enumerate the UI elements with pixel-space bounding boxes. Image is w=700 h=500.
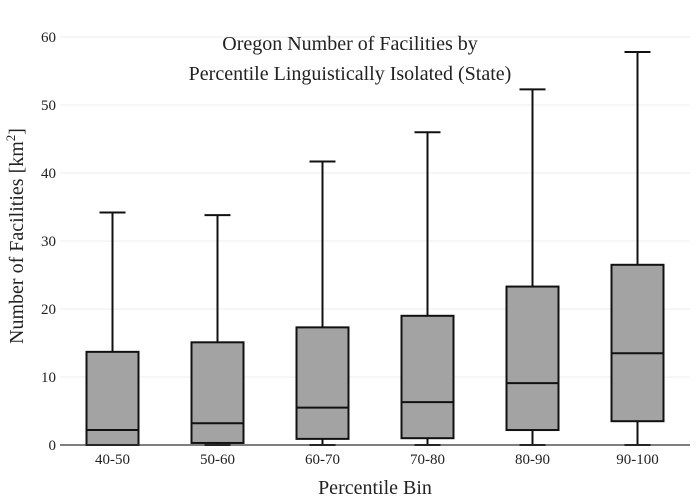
box-iqr bbox=[295, 326, 350, 440]
box-iqr bbox=[505, 285, 560, 432]
chart-title-line-1: Oregon Number of Facilities by bbox=[222, 33, 478, 55]
y-tick-label: 20 bbox=[41, 302, 56, 318]
box-layer bbox=[85, 50, 665, 446]
y-axis-title-close: ] bbox=[6, 128, 28, 135]
x-tick-labels: 40-50 50-60 60-70 70-80 80-90 90-100 bbox=[95, 452, 659, 468]
y-tick-label: 0 bbox=[49, 438, 57, 454]
y-tick-label: 60 bbox=[41, 30, 56, 46]
y-axis-title-main: Number of Facilities [km bbox=[6, 141, 28, 344]
box-group bbox=[610, 50, 665, 446]
box-iqr bbox=[400, 314, 455, 440]
box-group bbox=[85, 211, 140, 446]
box-group bbox=[505, 88, 560, 446]
box-group bbox=[400, 131, 455, 446]
y-axis-title: Number of Facilities [km2] bbox=[3, 128, 28, 344]
x-tick-label: 80-90 bbox=[515, 452, 550, 468]
grid-layer bbox=[60, 36, 690, 378]
x-tick-label: 70-80 bbox=[410, 452, 445, 468]
y-tick-label: 30 bbox=[41, 234, 56, 250]
box-iqr bbox=[190, 341, 245, 444]
x-tick-label: 60-70 bbox=[305, 452, 340, 468]
x-tick-label: 50-60 bbox=[200, 452, 235, 468]
chart-title-line-2: Percentile Linguistically Isolated (Stat… bbox=[189, 63, 512, 85]
x-axis-title: Percentile Bin bbox=[318, 477, 432, 499]
x-tick-label: 40-50 bbox=[95, 452, 130, 468]
box-group bbox=[295, 160, 350, 446]
y-tick-label: 50 bbox=[41, 98, 56, 114]
x-tick-label: 90-100 bbox=[616, 452, 659, 468]
y-tick-labels: 0 10 20 30 40 50 60 bbox=[41, 30, 56, 454]
box-iqr bbox=[610, 263, 665, 423]
box-group bbox=[190, 214, 245, 446]
y-tick-label: 10 bbox=[41, 370, 56, 386]
y-tick-label: 40 bbox=[41, 166, 56, 182]
y-axis-title-sup: 2 bbox=[3, 135, 18, 142]
